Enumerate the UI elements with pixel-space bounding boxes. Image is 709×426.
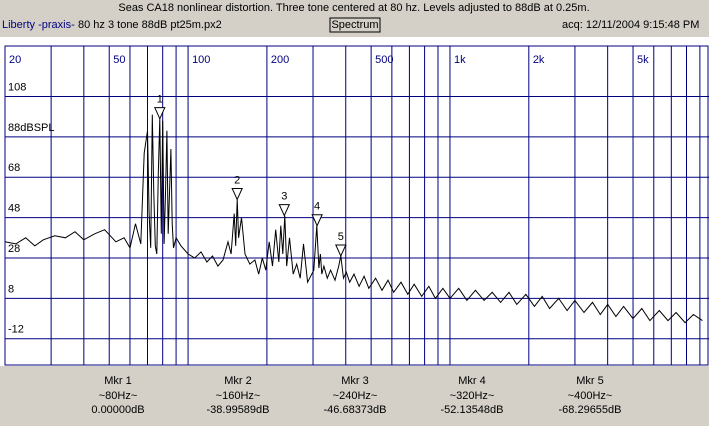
marker-label: 4 <box>314 201 320 213</box>
marker-freq: ~80Hz~ <box>99 390 138 402</box>
marker-freq: ~240Hz~ <box>333 390 378 402</box>
x-tick-label: 200 <box>271 54 289 66</box>
marker-name: Mkr 1 <box>104 375 132 387</box>
marker <box>335 244 347 258</box>
x-tick-label: 50 <box>113 54 125 66</box>
x-tick-label: 500 <box>375 54 393 66</box>
x-tick-label: 5k <box>637 54 649 66</box>
y-tick-label: 108 <box>8 81 26 93</box>
marker-label: 5 <box>338 231 344 243</box>
plot: 20 50 100 200 500 1k 2k 5k 108 88dBSPL 68 48 28 8 -12 1… <box>4 45 709 366</box>
marker-level: -68.29655dB <box>559 404 622 416</box>
marker-label: 2 <box>234 174 240 186</box>
view-label[interactable]: Spectrum <box>331 19 378 31</box>
y-tick-label: 48 <box>8 203 20 215</box>
x-tick-label: 20 <box>9 54 21 66</box>
marker-freq: ~320Hz~ <box>450 390 495 402</box>
marker-name: Mkr 4 <box>458 375 486 387</box>
y-tick-label: 88dBSPL <box>8 122 54 134</box>
marker-level: -52.13548dB <box>441 404 504 416</box>
y-tick-label: -12 <box>8 324 24 336</box>
marker <box>278 204 291 217</box>
y-tick-label: 68 <box>8 162 20 174</box>
file-name: 80 hz 3 tone 88dB pt25m.px2 <box>78 19 222 31</box>
marker-level: 0.00000dB <box>91 404 144 416</box>
spectrum-trace <box>4 114 703 324</box>
acquired: acq: 12/11/2004 9:15:48 PM <box>562 19 699 31</box>
marker-level: -38.99589dB <box>207 404 270 416</box>
marker-label: 3 <box>281 191 287 203</box>
marker-freq: ~160Hz~ <box>216 390 261 402</box>
y-tick-label: 8 <box>8 283 14 295</box>
app-name: Liberty -praxis- <box>2 19 75 31</box>
marker-label: 1 <box>157 94 163 106</box>
marker-freq: ~400Hz~ <box>568 390 613 402</box>
plot-frame <box>4 45 709 366</box>
marker-name: Mkr 3 <box>341 375 369 387</box>
plot-area <box>0 37 709 366</box>
marker-name: Mkr 5 <box>576 375 604 387</box>
x-tick-label: 1k <box>454 54 466 66</box>
marker-name: Mkr 2 <box>224 375 252 387</box>
x-tick-label: 2k <box>533 54 545 66</box>
window-title: Seas CA18 nonlinear distortion. Three to… <box>118 2 589 14</box>
x-tick-label: 100 <box>192 54 210 66</box>
marker <box>311 214 323 227</box>
marker <box>154 107 166 120</box>
marker-level: -46.68373dB <box>324 404 387 416</box>
view-button[interactable] <box>329 17 381 33</box>
marker <box>231 187 243 201</box>
y-tick-label: 28 <box>8 243 20 255</box>
